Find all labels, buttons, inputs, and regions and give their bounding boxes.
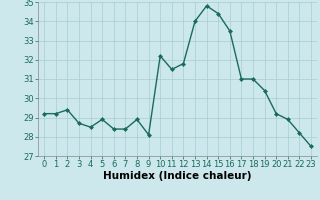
- X-axis label: Humidex (Indice chaleur): Humidex (Indice chaleur): [103, 171, 252, 181]
